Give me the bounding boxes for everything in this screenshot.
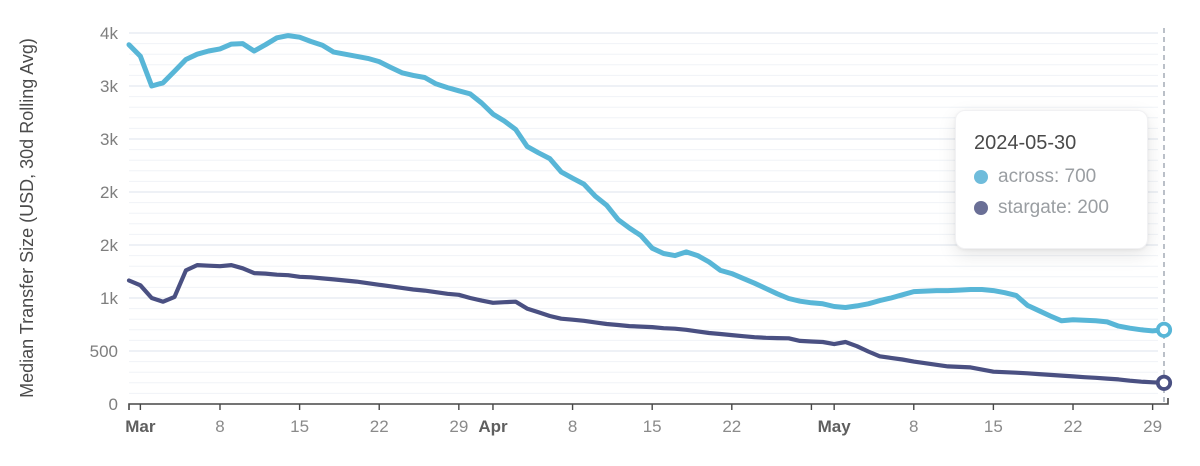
x-tick-label: 8: [909, 417, 918, 436]
x-tick-label: 22: [722, 417, 741, 436]
x-tick-label: 22: [370, 417, 389, 436]
stargate-endpoint-marker[interactable]: [1155, 374, 1173, 391]
x-tick-label: 15: [984, 417, 1003, 436]
y-tick-label: 2k: [100, 236, 118, 255]
tooltip-across-label: across: [998, 166, 1054, 187]
stargate-line[interactable]: [126, 263, 1167, 385]
tooltip-across-value: 700: [1064, 166, 1097, 187]
tooltip-stargate-label: stargate: [998, 197, 1067, 218]
y-tick-label: 4k: [100, 24, 118, 43]
tooltip-row-stargate: stargate: 200: [974, 197, 1147, 219]
tooltip-row-across: across: 700: [974, 166, 1147, 188]
x-tick-label: 22: [1064, 417, 1083, 436]
across-series-dot-icon: [974, 170, 988, 184]
x-tick-label: 15: [290, 417, 309, 436]
x-tick-month-label: Apr: [478, 417, 508, 436]
x-tick-label: 29: [1143, 417, 1162, 436]
x-tick-label: 8: [568, 417, 577, 436]
x-tick-label: 29: [449, 417, 468, 436]
y-axis-title: Median Transfer Size (USD, 30d Rolling A…: [17, 38, 37, 398]
tooltip-date: 2024-05-30: [974, 132, 1077, 154]
y-tick-label: 3k: [100, 77, 118, 96]
y-tick-label: 500: [90, 342, 118, 361]
y-tick-label: 0: [109, 395, 118, 414]
x-tick-label: 8: [215, 417, 224, 436]
x-tick-month-label: May: [818, 417, 852, 436]
across-endpoint-marker[interactable]: [1155, 321, 1173, 338]
x-axis-line: [128, 398, 1169, 410]
tooltip-separator: :: [1053, 166, 1065, 187]
tooltip: 2024-05-30 across: 700 stargate: 200: [955, 110, 1148, 249]
x-tick-month-label: Mar: [125, 417, 156, 436]
across-line[interactable]: [126, 33, 1167, 334]
x-tick-label: 15: [643, 417, 662, 436]
tooltip-stargate-value: 200: [1077, 197, 1109, 218]
y-tick-label: 2k: [100, 183, 118, 202]
y-tick-label: 3k: [100, 130, 118, 149]
tooltip-separator: :: [1066, 197, 1078, 218]
stargate-series-dot-icon: [974, 201, 988, 215]
y-tick-label: 1k: [100, 289, 118, 308]
